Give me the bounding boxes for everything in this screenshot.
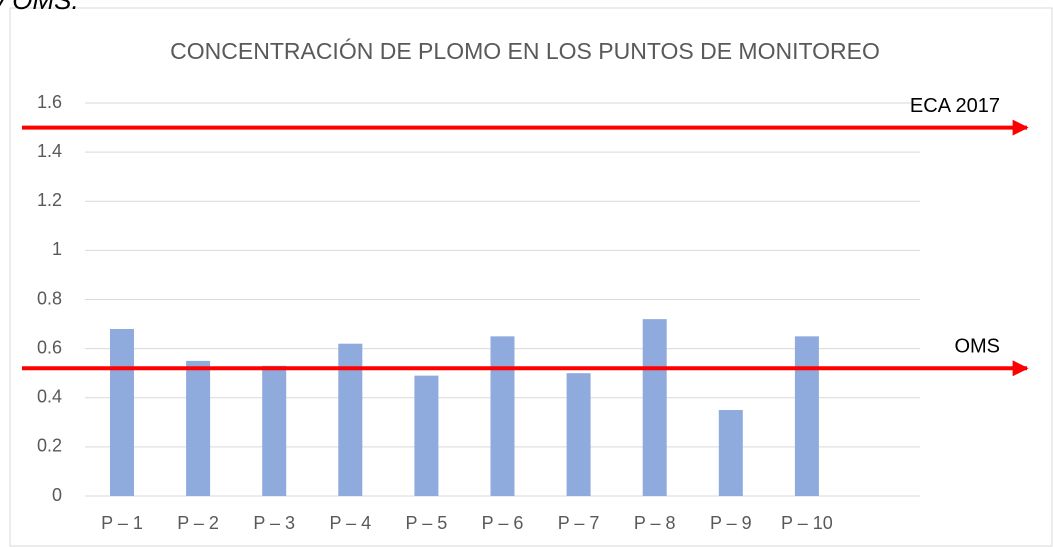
bar bbox=[490, 336, 515, 496]
y-tick-label: 0.6 bbox=[37, 337, 62, 357]
x-tick-label: P – 8 bbox=[634, 513, 676, 533]
x-tick-label: P – 2 bbox=[177, 513, 219, 533]
bar bbox=[794, 336, 819, 496]
bar bbox=[110, 328, 134, 496]
y-tick-label: 1 bbox=[52, 239, 62, 259]
x-tick-label: P – 1 bbox=[101, 513, 143, 533]
bar bbox=[186, 360, 211, 496]
reference-label: OMS bbox=[954, 336, 1000, 358]
chart-frame bbox=[9, 7, 1053, 547]
bar bbox=[642, 319, 667, 496]
y-tick-label: 0.2 bbox=[37, 436, 62, 456]
chart-title: CONCENTRACIÓN DE PLOMO EN LOS PUNTOS DE … bbox=[170, 38, 880, 64]
x-tick-label: P – 3 bbox=[253, 513, 295, 533]
y-tick-label: 1.2 bbox=[37, 190, 62, 210]
x-tick-label: P – 10 bbox=[781, 513, 833, 533]
y-tick-label: 1.6 bbox=[37, 92, 62, 112]
reference-label: ECA 2017 bbox=[910, 95, 1000, 117]
bar bbox=[718, 410, 743, 496]
y-tick-label: 1.4 bbox=[37, 141, 62, 161]
bar bbox=[566, 373, 591, 496]
bar bbox=[262, 365, 287, 496]
y-tick-label: 0 bbox=[52, 485, 62, 505]
x-tick-label: P – 4 bbox=[329, 513, 371, 533]
y-tick-label: 0.4 bbox=[37, 387, 62, 407]
x-tick-label: P – 7 bbox=[558, 513, 600, 533]
x-tick-label: P – 6 bbox=[482, 513, 524, 533]
caption: y OMS. bbox=[0, 0, 79, 15]
x-tick-label: P – 5 bbox=[406, 513, 448, 533]
x-tick-label: P – 9 bbox=[710, 513, 752, 533]
bar bbox=[414, 375, 439, 496]
y-tick-label: 0.8 bbox=[37, 288, 62, 308]
